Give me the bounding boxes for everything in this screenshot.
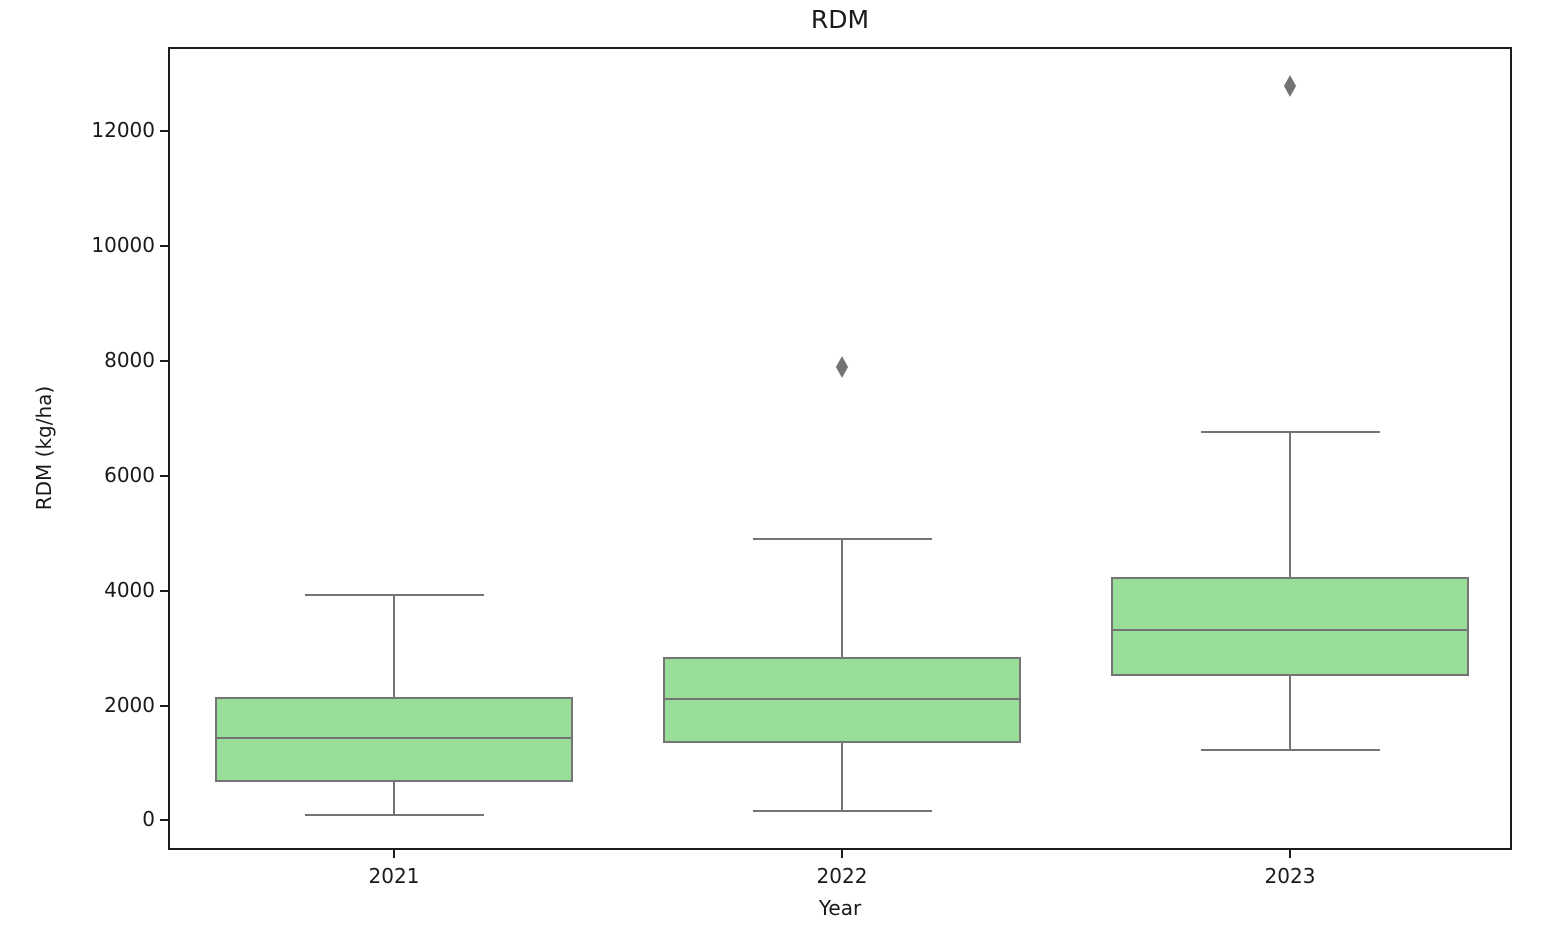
- box-2021: [215, 696, 573, 782]
- whisker-cap-upper: [752, 537, 932, 540]
- x-tick-mark: [1289, 850, 1291, 858]
- x-tick-mark: [841, 850, 843, 858]
- plot-area: 0 2000 4000 6000 8000 10000 12000 2021 2022 2023: [91, 47, 1512, 888]
- median-line-2021: [215, 736, 573, 739]
- median-line-2022: [663, 697, 1021, 700]
- outlier-marker-2022: [835, 355, 849, 378]
- x-tick-mark: [393, 850, 395, 858]
- whisker-lower: [1289, 675, 1291, 750]
- y-tick-mark: [160, 130, 168, 133]
- y-tick-label: 4000: [104, 577, 155, 602]
- whisker-cap-upper: [1200, 431, 1380, 434]
- whisker-upper: [841, 538, 843, 657]
- whisker-cap-upper: [304, 593, 484, 596]
- y-tick-mark: [160, 819, 168, 822]
- x-tick-label: 2023: [1264, 864, 1316, 888]
- x-axis-label: Year: [818, 896, 862, 920]
- y-tick-label: 2000: [104, 692, 155, 717]
- x-tick-label: 2021: [368, 864, 420, 888]
- box-2022: [663, 656, 1021, 744]
- y-tick-mark: [160, 589, 168, 592]
- box-2023: [1111, 576, 1469, 676]
- whisker-upper: [1289, 432, 1291, 577]
- y-tick-mark: [160, 474, 168, 477]
- whisker-lower: [841, 743, 843, 812]
- y-tick-label: 6000: [104, 462, 155, 487]
- chart-title: RDM: [810, 5, 870, 34]
- whisker-lower: [393, 781, 395, 816]
- whisker-cap-lower: [752, 810, 932, 813]
- y-tick-mark: [160, 704, 168, 707]
- whisker-cap-lower: [1200, 748, 1380, 751]
- whisker-cap-lower: [304, 814, 484, 817]
- y-tick-label: 8000: [104, 347, 155, 372]
- whisker-upper: [393, 594, 395, 697]
- y-tick-mark: [160, 245, 168, 248]
- y-tick-label: 10000: [91, 233, 155, 258]
- y-tick-mark: [160, 359, 168, 362]
- y-tick-label: 0: [142, 807, 155, 832]
- y-tick-label: 12000: [91, 118, 155, 143]
- median-line-2023: [1111, 628, 1469, 631]
- y-axis-label: RDM (kg/ha): [32, 385, 56, 511]
- x-tick-label: 2022: [816, 864, 868, 888]
- outlier-marker-2023: [1283, 75, 1297, 98]
